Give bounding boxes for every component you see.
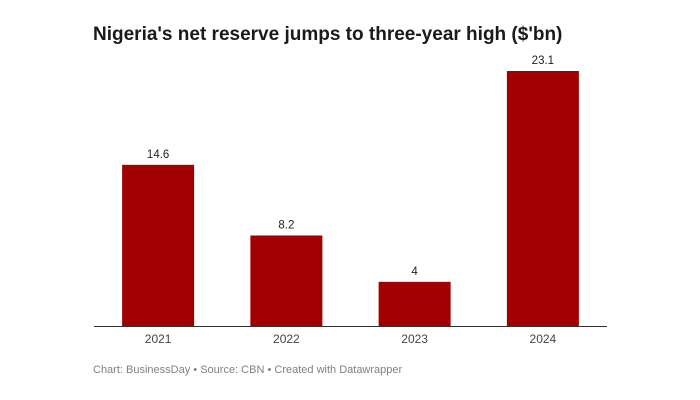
value-label-2023: 4	[411, 266, 418, 278]
x-tick-label-2023: 2023	[401, 332, 428, 346]
chart-title: Nigeria's net reserve jumps to three-yea…	[93, 24, 563, 45]
footer-separator: •	[193, 364, 198, 376]
value-labels-group: 14.6 8.2 4 23.1	[147, 55, 554, 278]
footer-tool: Created with Datawrapper	[274, 364, 403, 376]
chart-footer: Chart: BusinessDay • Source: CBN • Creat…	[93, 364, 402, 376]
bar-2024	[506, 71, 579, 326]
x-tick-label-2022: 2022	[273, 332, 300, 346]
footer-source: Source: CBN	[200, 364, 265, 376]
footer-separator: •	[267, 364, 272, 376]
value-label-2022: 8.2	[278, 219, 294, 231]
bar-2023	[378, 281, 451, 326]
bars-group	[122, 71, 579, 326]
bar-2022	[250, 235, 323, 326]
x-tick-labels-group: 2021 2022 2023 2024	[145, 332, 557, 346]
x-tick-label-2024: 2024	[530, 332, 557, 346]
footer-credit: Chart: BusinessDay	[93, 364, 191, 376]
value-label-2024: 23.1	[532, 55, 554, 67]
value-label-2021: 14.6	[147, 149, 169, 161]
bar-2021	[122, 164, 195, 326]
x-tick-label-2021: 2021	[145, 332, 172, 346]
